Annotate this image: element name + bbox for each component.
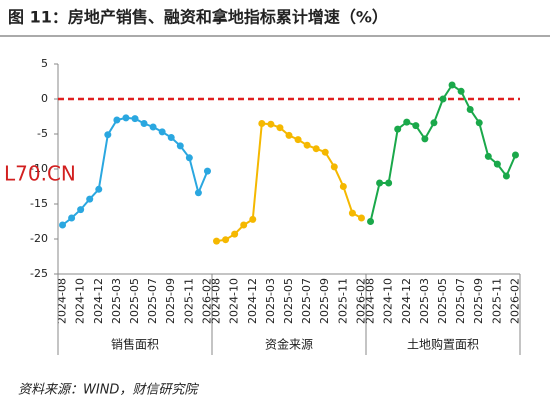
point xyxy=(222,236,230,244)
point xyxy=(430,119,438,127)
point xyxy=(104,131,112,139)
point xyxy=(131,115,139,123)
y-tick-label: -10 xyxy=(30,162,48,175)
x-tick-label: 2024-12 xyxy=(400,278,413,324)
point xyxy=(484,152,492,160)
y-tick-label: 5 xyxy=(41,57,48,70)
point xyxy=(357,214,365,222)
point xyxy=(321,148,329,156)
point xyxy=(194,189,202,197)
series-line xyxy=(216,122,362,243)
x-tick-label: 2025-09 xyxy=(472,278,485,324)
point xyxy=(213,237,221,245)
point xyxy=(312,145,320,153)
x-tick-label: 2024-10 xyxy=(382,278,395,324)
point xyxy=(412,122,420,130)
point xyxy=(439,95,447,103)
point xyxy=(68,214,76,222)
y-tick-label: -25 xyxy=(30,267,48,280)
x-tick-label: 2025-09 xyxy=(164,278,177,324)
point xyxy=(511,151,519,159)
point xyxy=(158,128,166,136)
point xyxy=(303,141,311,149)
point xyxy=(403,118,411,126)
x-tick-label: 2026-02 xyxy=(508,278,521,324)
point xyxy=(267,120,275,128)
point xyxy=(167,134,175,141)
point xyxy=(457,87,465,95)
point xyxy=(421,135,429,143)
x-tick-label: 2024-10 xyxy=(228,278,241,324)
point xyxy=(140,120,148,127)
point xyxy=(394,125,402,133)
point xyxy=(86,195,94,203)
point xyxy=(294,136,302,144)
x-tick-label: 2024-12 xyxy=(246,278,259,324)
point xyxy=(203,167,211,175)
y-tick-label: -5 xyxy=(37,127,48,140)
point xyxy=(367,218,375,225)
group-label: 销售面积 xyxy=(111,337,159,352)
point xyxy=(502,172,510,180)
point xyxy=(95,185,103,193)
x-tick-label: 2024-12 xyxy=(92,278,105,324)
x-tick-label: 2025-07 xyxy=(146,278,159,324)
point xyxy=(475,119,483,127)
point xyxy=(185,154,193,162)
x-tick-label: 2025-03 xyxy=(418,278,431,324)
point xyxy=(385,179,393,187)
x-tick-label: 2024-08 xyxy=(210,278,223,324)
point xyxy=(493,160,501,168)
y-tick-label: -15 xyxy=(30,197,48,210)
y-tick-label: -20 xyxy=(30,232,48,245)
series-line xyxy=(61,116,209,226)
x-tick-label: 2025-05 xyxy=(436,278,449,324)
x-tick-label: 2025-03 xyxy=(264,278,277,324)
point xyxy=(249,215,257,223)
x-tick-label: 2024-08 xyxy=(364,278,377,324)
series-line xyxy=(369,83,517,222)
point xyxy=(339,183,347,190)
point xyxy=(77,206,85,214)
point xyxy=(448,81,456,89)
x-tick-label: 2025-07 xyxy=(300,278,313,324)
x-tick-label: 2025-11 xyxy=(182,278,195,324)
watermark: L70.CN xyxy=(4,162,76,186)
point xyxy=(176,142,184,150)
point xyxy=(59,221,67,229)
group-label: 土地购置面积 xyxy=(407,337,479,352)
x-tick-label: 2026-02 xyxy=(200,278,213,324)
point xyxy=(113,116,121,124)
point xyxy=(149,123,157,131)
source: 资料来源：WIND，财信研究院 xyxy=(18,382,199,398)
x-tick-label: 2025-03 xyxy=(110,278,123,324)
x-tick-label: 2025-05 xyxy=(128,278,141,324)
x-tick-label: 2024-08 xyxy=(56,278,69,324)
y-tick-label: 0 xyxy=(41,92,48,105)
x-tick-label: 2025-11 xyxy=(336,278,349,324)
x-tick-label: 2025-11 xyxy=(490,278,503,324)
group-label: 资金来源 xyxy=(265,337,313,352)
point xyxy=(276,124,284,132)
x-tick-label: 2025-07 xyxy=(454,278,467,324)
point xyxy=(258,120,266,127)
point xyxy=(348,209,356,217)
point xyxy=(376,179,384,187)
chart-title: 图 11：房地产销售、融资和拿地指标累计增速（%） xyxy=(8,8,388,27)
point xyxy=(122,114,130,122)
point xyxy=(330,163,338,171)
x-tick-label: 2025-05 xyxy=(282,278,295,324)
x-tick-label: 2025-09 xyxy=(318,278,331,324)
point xyxy=(466,106,474,113)
point xyxy=(240,221,248,229)
x-tick-label: 2026-02 xyxy=(354,278,367,324)
point xyxy=(285,131,293,139)
point xyxy=(231,230,239,238)
x-tick-label: 2024-10 xyxy=(74,278,87,324)
